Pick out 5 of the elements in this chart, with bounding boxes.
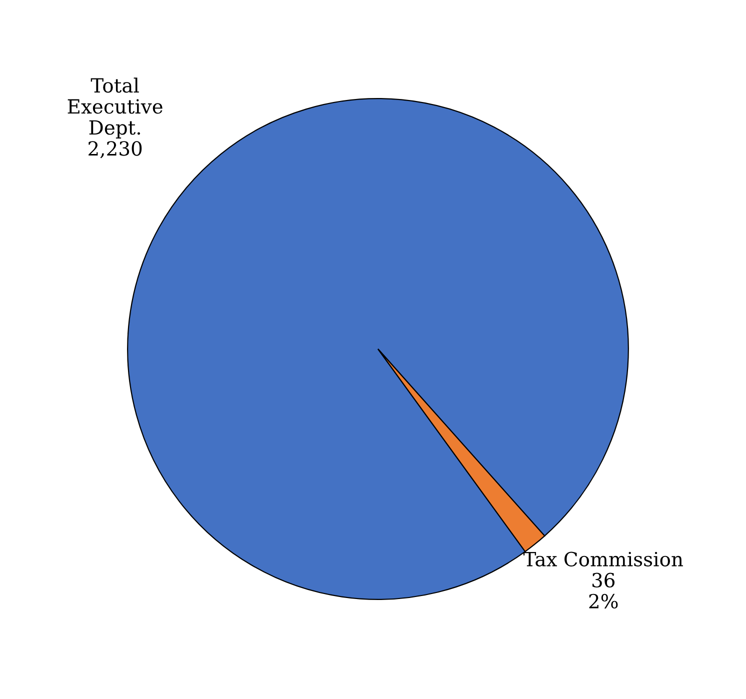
pie-slice [377,348,546,552]
slice-label: Tax Commission [523,552,683,566]
slice-label: Total Executive Dept. [68,78,162,139]
data-label: 2,230 [88,141,142,158]
data-label: 36 2% [589,572,618,609]
